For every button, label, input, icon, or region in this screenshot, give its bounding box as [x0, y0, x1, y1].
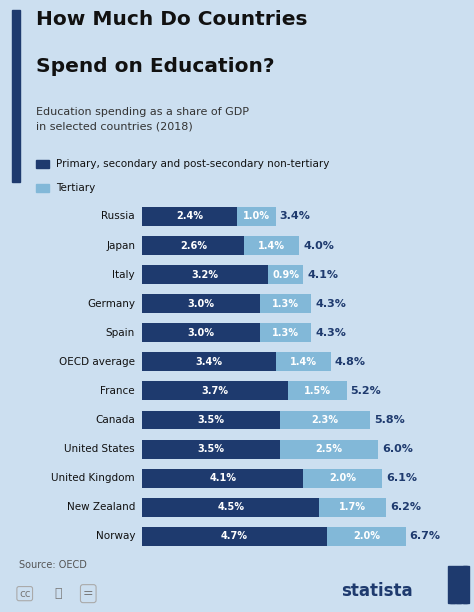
Text: 3.0%: 3.0%: [188, 299, 215, 308]
Bar: [327, 527, 406, 546]
Text: statista: statista: [341, 581, 413, 600]
Bar: [319, 498, 386, 517]
Text: Russia: Russia: [101, 212, 135, 222]
Bar: [303, 469, 382, 488]
Bar: [288, 381, 346, 400]
Bar: [142, 236, 245, 255]
Text: 1.5%: 1.5%: [304, 386, 331, 396]
Bar: [142, 207, 237, 226]
Text: United States: United States: [64, 444, 135, 454]
Text: 2.4%: 2.4%: [176, 212, 203, 222]
Text: 5.8%: 5.8%: [374, 415, 405, 425]
Bar: [450, 588, 455, 603]
Text: ⓘ: ⓘ: [55, 587, 62, 600]
Bar: [142, 381, 288, 400]
Bar: [456, 575, 461, 603]
Text: 3.4%: 3.4%: [195, 357, 222, 367]
Text: Japan: Japan: [106, 241, 135, 250]
Text: 1.7%: 1.7%: [339, 502, 366, 512]
Text: New Zealand: New Zealand: [67, 502, 135, 512]
Bar: [260, 294, 311, 313]
Bar: [280, 411, 370, 430]
Text: 5.2%: 5.2%: [351, 386, 381, 396]
Text: 1.3%: 1.3%: [272, 328, 299, 338]
Bar: [268, 265, 303, 284]
Text: 0.9%: 0.9%: [272, 270, 299, 280]
Text: Spain: Spain: [106, 328, 135, 338]
Bar: [36, 160, 49, 168]
Bar: [142, 265, 268, 284]
Text: 1.4%: 1.4%: [258, 241, 285, 250]
Text: 2.3%: 2.3%: [311, 415, 338, 425]
Bar: [36, 184, 49, 192]
Text: 3.5%: 3.5%: [198, 415, 225, 425]
Text: OECD average: OECD average: [59, 357, 135, 367]
Text: 2.5%: 2.5%: [315, 444, 342, 454]
Text: 2.0%: 2.0%: [353, 531, 380, 541]
Text: 4.8%: 4.8%: [335, 357, 366, 367]
Text: Education spending as a share of GDP
in selected countries (2018): Education spending as a share of GDP in …: [36, 107, 248, 131]
Bar: [142, 294, 260, 313]
Text: Spend on Education?: Spend on Education?: [36, 56, 274, 75]
Text: Germany: Germany: [87, 299, 135, 308]
Text: Italy: Italy: [112, 270, 135, 280]
Bar: [245, 236, 300, 255]
Text: 6.1%: 6.1%: [386, 473, 417, 483]
Bar: [142, 323, 260, 342]
Text: 1.3%: 1.3%: [272, 299, 299, 308]
Bar: [142, 411, 280, 430]
Text: 4.7%: 4.7%: [221, 531, 248, 541]
Bar: [237, 207, 276, 226]
Bar: [280, 439, 378, 458]
Text: Norway: Norway: [96, 531, 135, 541]
Bar: [463, 566, 467, 603]
Bar: [12, 10, 20, 182]
Bar: [276, 353, 331, 371]
Text: Tertiary: Tertiary: [56, 183, 95, 193]
Text: United Kingdom: United Kingdom: [52, 473, 135, 483]
Bar: [142, 498, 319, 517]
Text: Primary, secondary and post-secondary non-tertiary: Primary, secondary and post-secondary no…: [56, 159, 329, 168]
Text: 4.0%: 4.0%: [303, 241, 334, 250]
Bar: [142, 353, 276, 371]
Text: 3.7%: 3.7%: [201, 386, 228, 396]
Text: 6.7%: 6.7%: [410, 531, 440, 541]
Bar: [142, 439, 280, 458]
Text: 3.2%: 3.2%: [191, 270, 219, 280]
Bar: [260, 323, 311, 342]
Text: France: France: [100, 386, 135, 396]
Text: Source: OECD: Source: OECD: [19, 560, 87, 570]
Text: 4.1%: 4.1%: [210, 473, 236, 483]
Bar: [448, 566, 469, 603]
Bar: [142, 527, 327, 546]
Text: 3.4%: 3.4%: [280, 212, 310, 222]
Text: 1.4%: 1.4%: [290, 357, 317, 367]
Text: 4.3%: 4.3%: [315, 328, 346, 338]
Text: 1.0%: 1.0%: [243, 212, 270, 222]
Text: =: =: [83, 587, 93, 600]
Text: 2.0%: 2.0%: [329, 473, 356, 483]
Text: 4.5%: 4.5%: [217, 502, 244, 512]
Text: How Much Do Countries: How Much Do Countries: [36, 10, 307, 29]
Text: Canada: Canada: [95, 415, 135, 425]
Text: 2.6%: 2.6%: [180, 241, 207, 250]
Text: 4.1%: 4.1%: [307, 270, 338, 280]
Text: cc: cc: [19, 589, 30, 599]
Text: 6.0%: 6.0%: [382, 444, 413, 454]
Bar: [142, 469, 303, 488]
Text: 4.3%: 4.3%: [315, 299, 346, 308]
Text: 3.5%: 3.5%: [198, 444, 225, 454]
Text: 3.0%: 3.0%: [188, 328, 215, 338]
Text: 6.2%: 6.2%: [390, 502, 421, 512]
